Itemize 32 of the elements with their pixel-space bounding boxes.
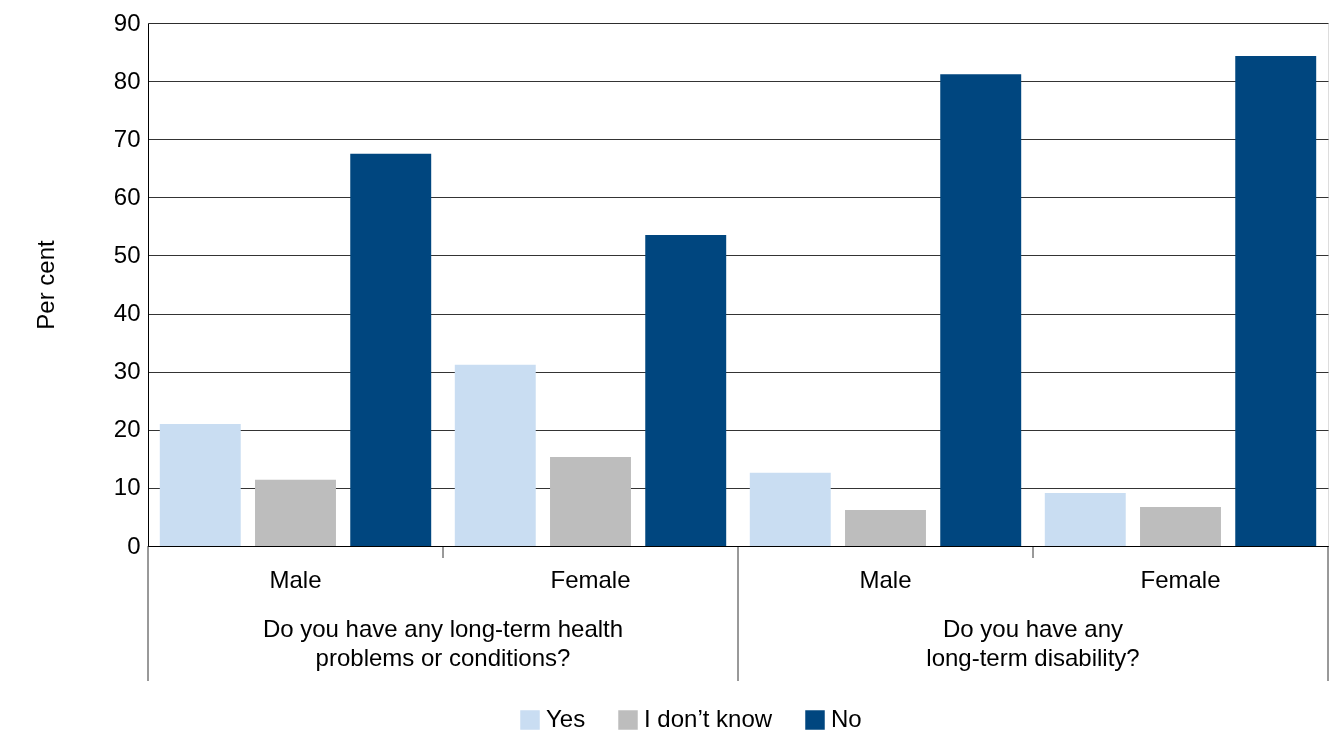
y-tick-label: 90: [113, 8, 141, 36]
y-tick-label: 80: [113, 66, 141, 94]
bar: [645, 235, 727, 546]
y-tick-label: 60: [113, 182, 141, 210]
y-tick-label: 0: [127, 531, 141, 559]
y-tick-label: 20: [113, 415, 141, 443]
y-tick-label: 30: [113, 357, 141, 385]
bar: [1140, 507, 1221, 546]
bar: [940, 74, 1022, 546]
bar: [159, 423, 241, 546]
x-tick-label: Female: [1140, 565, 1221, 593]
legend-label: Yes: [546, 705, 586, 732]
bar: [1044, 493, 1126, 546]
legend-label: No: [831, 705, 862, 732]
y-tick-label: 40: [113, 299, 141, 327]
x-tick-label: Male: [859, 565, 912, 593]
y-axis-title: Per cent: [31, 239, 59, 330]
legend-label: I don’t know: [644, 705, 773, 732]
y-tick-label: 50: [113, 240, 141, 268]
bar: [749, 472, 831, 546]
bar: [255, 479, 336, 546]
text: Do you have any long-term disability?: [926, 615, 1140, 671]
x-tick-label: Male: [269, 565, 322, 593]
bar: [550, 457, 631, 546]
y-tick-label: 70: [113, 124, 141, 152]
x-tick-label: Female: [550, 565, 631, 593]
bar: [845, 509, 926, 546]
bar: [350, 153, 432, 546]
text: Do you have any long-term health problems or conditions?: [262, 615, 624, 671]
y-tick-label: 10: [113, 473, 141, 501]
bar: [454, 364, 536, 546]
bar: [1235, 56, 1317, 546]
